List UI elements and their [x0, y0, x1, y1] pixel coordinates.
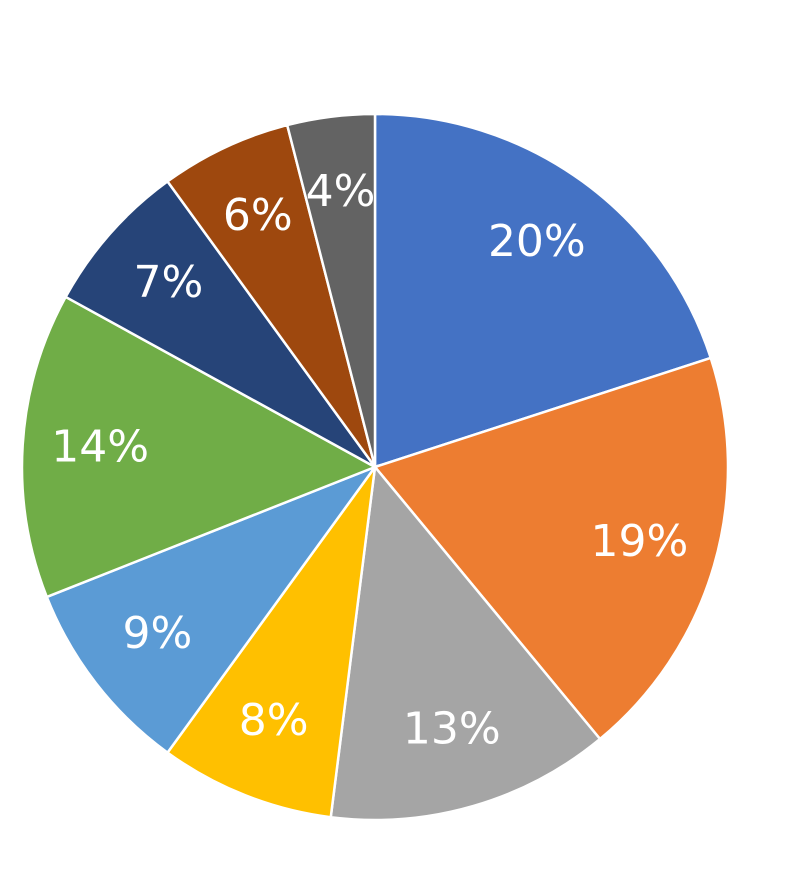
pie-slice	[20, 295, 378, 599]
pie-slice	[285, 112, 377, 468]
pie-slice	[372, 356, 730, 741]
pie-slice	[165, 123, 377, 468]
pie-slice	[63, 179, 377, 469]
pie-slice	[373, 112, 713, 469]
pie-slice	[45, 464, 379, 755]
data-label: 8%	[239, 695, 309, 746]
data-label: 20%	[488, 216, 586, 267]
data-label: 4%	[306, 166, 376, 217]
data-label: 6%	[223, 190, 293, 241]
data-label: 9%	[123, 608, 193, 659]
data-label: 13%	[403, 703, 501, 754]
pie-slice	[165, 466, 377, 819]
data-label: 7%	[134, 257, 204, 308]
data-label: 14%	[51, 422, 149, 473]
data-label: 19%	[591, 516, 689, 567]
pie-slice	[329, 463, 602, 822]
